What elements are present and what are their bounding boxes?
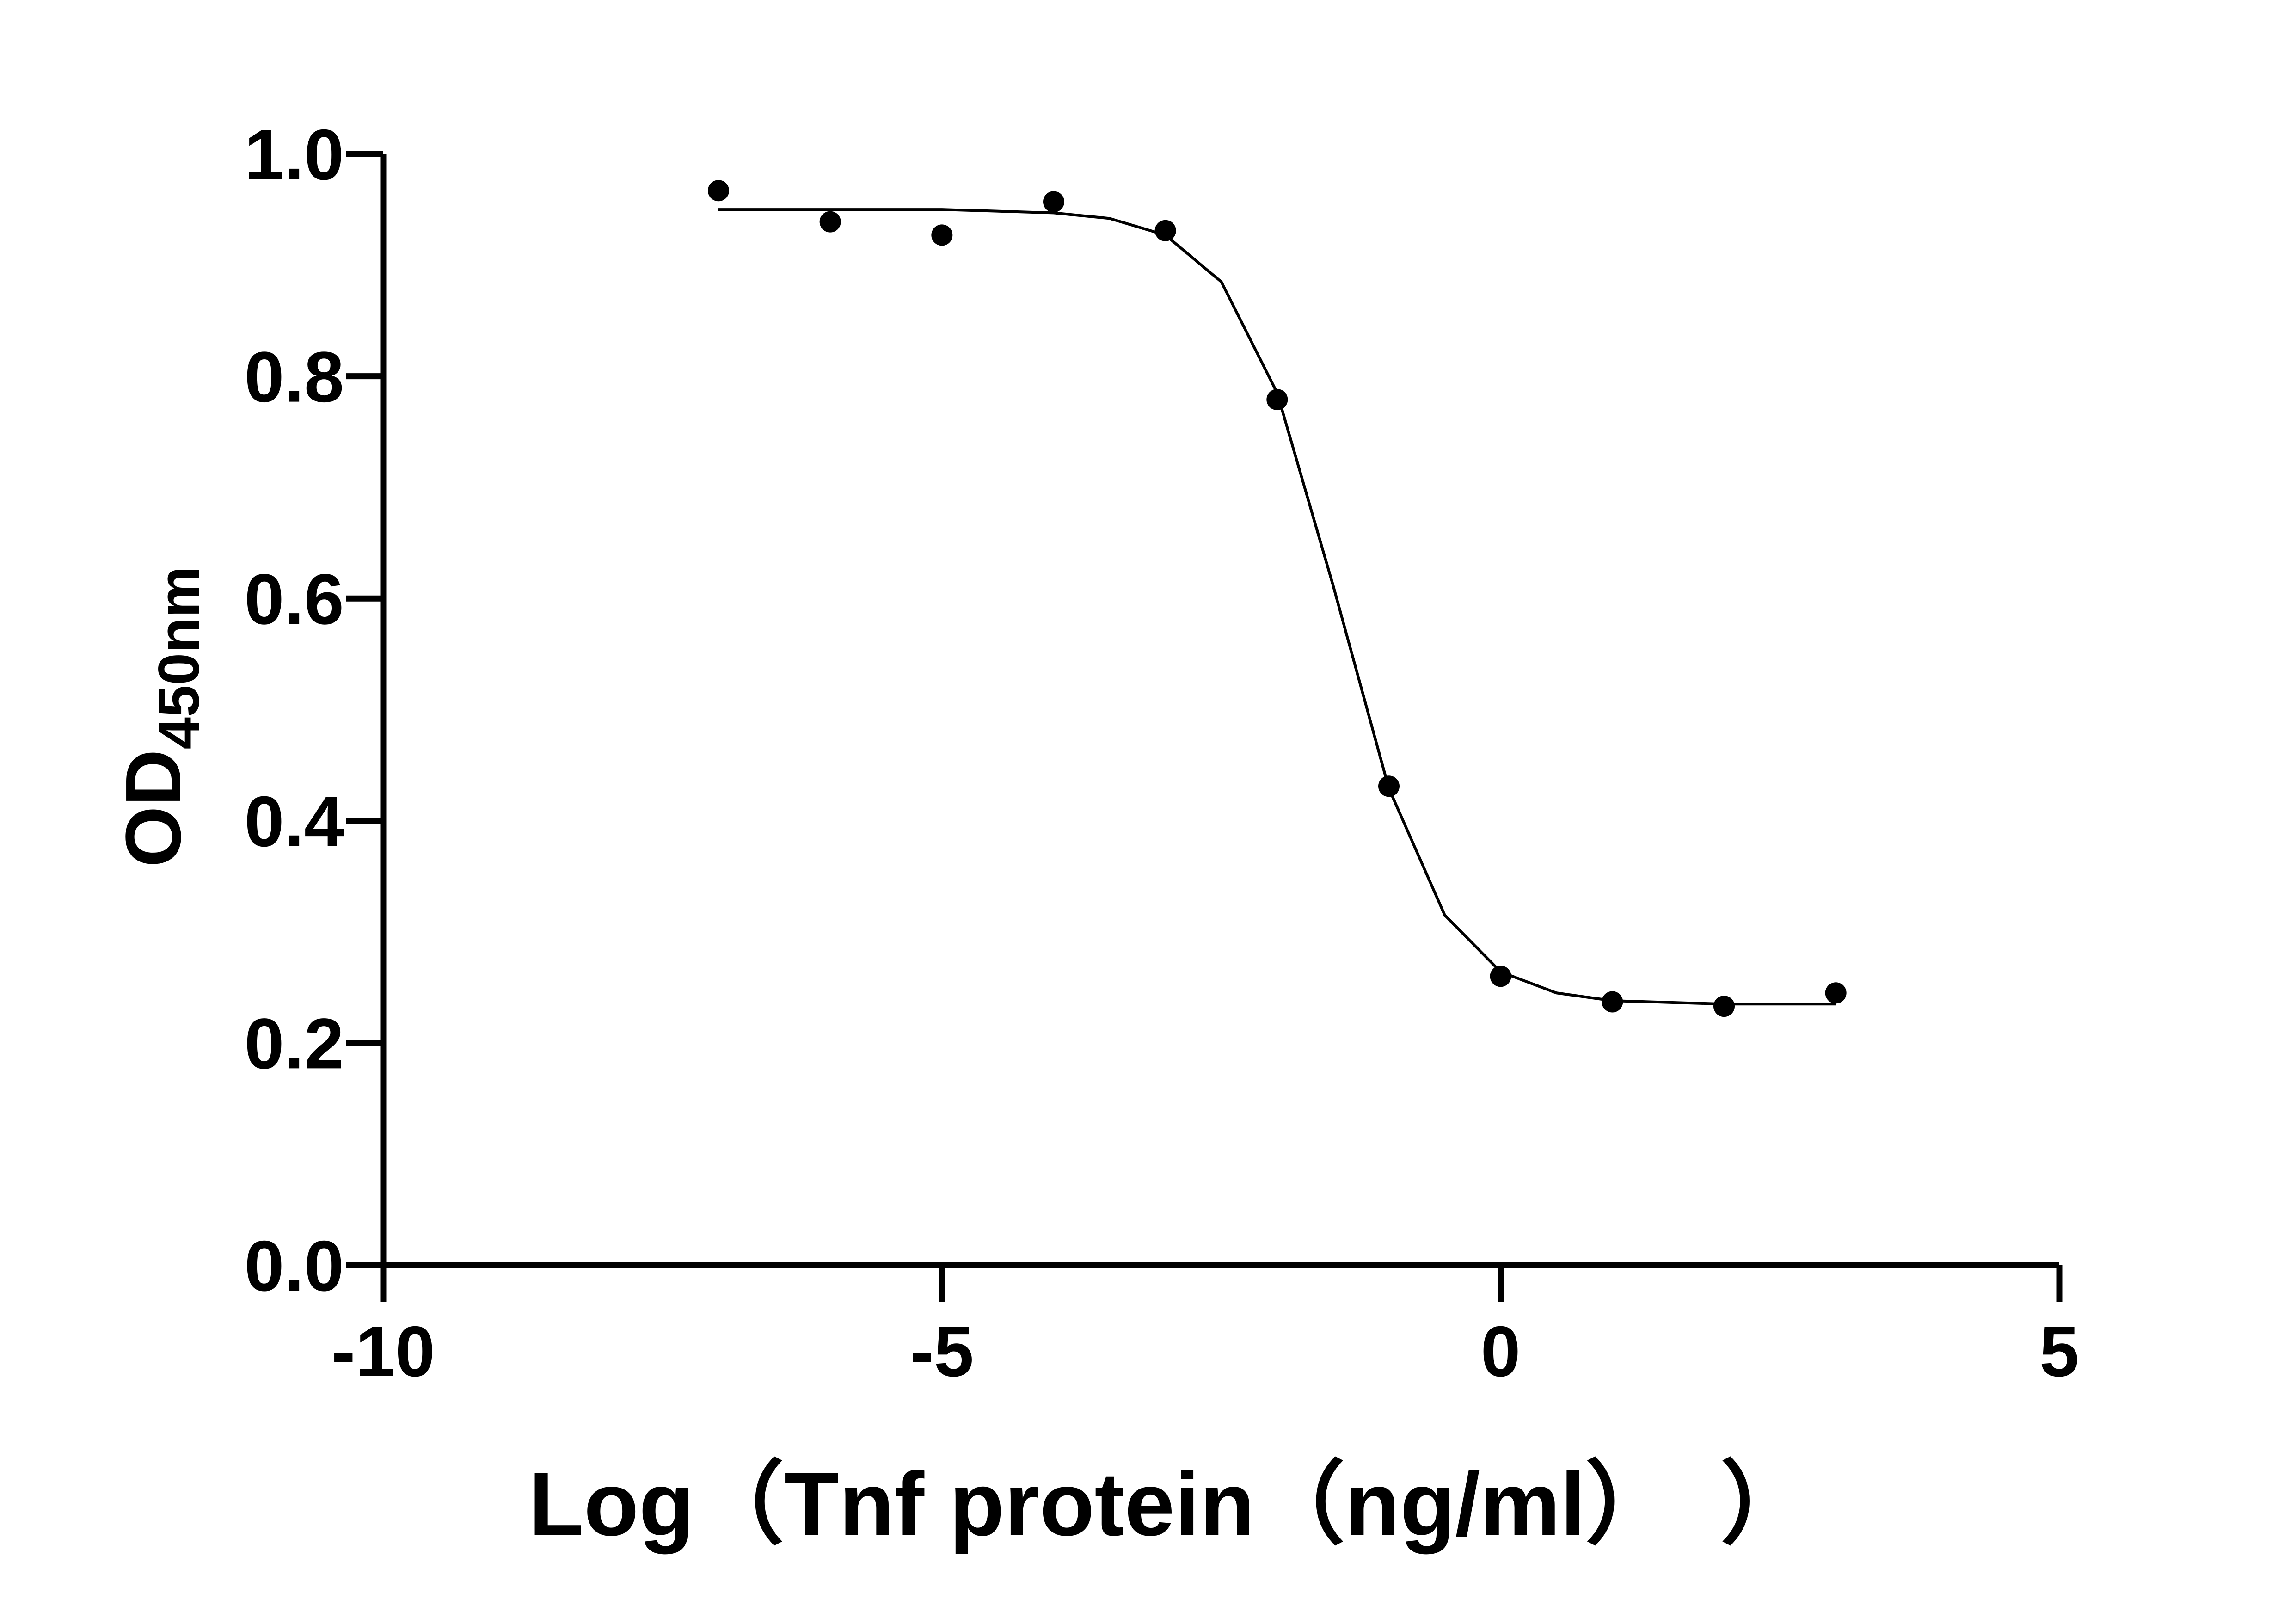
data-point (708, 180, 729, 202)
y-tick-label: 0.0 (245, 1226, 344, 1306)
y-tick-label: 0.8 (245, 337, 344, 417)
y-tick-label: 0.2 (245, 1003, 344, 1083)
y-tick-label: 0.4 (245, 781, 344, 861)
data-point (1825, 982, 1847, 1004)
y-tick-label: 1.0 (245, 115, 344, 195)
y-tick-label: 0.6 (245, 559, 344, 639)
y-axis-label: OD450nm (110, 566, 211, 867)
y-axis-label-main: OD (110, 750, 197, 867)
x-tick-label: 5 (2039, 1311, 2079, 1391)
data-point (1043, 191, 1064, 213)
fit-curve (718, 208, 1836, 1006)
data-point (1490, 966, 1511, 987)
data-point (819, 211, 841, 233)
data-point (931, 224, 953, 246)
data-point (1154, 220, 1176, 241)
y-axis-label-sub: 450nm (147, 566, 211, 749)
data-point (1713, 996, 1735, 1017)
x-tick-label: 0 (1481, 1311, 1521, 1391)
data-point (1378, 775, 1400, 797)
x-axis-label: Log（Tnf protein（ng/ml） ） (529, 1454, 1811, 1555)
x-tick-label: -5 (910, 1311, 974, 1391)
x-tick-label: -10 (332, 1311, 435, 1391)
data-point (1266, 389, 1288, 411)
data-point (1602, 991, 1623, 1013)
